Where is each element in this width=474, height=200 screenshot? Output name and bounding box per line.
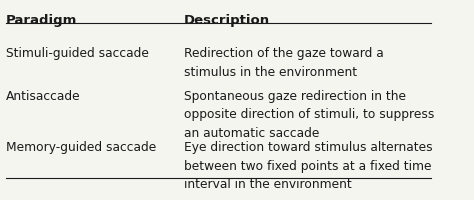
Text: Stimuli-guided saccade: Stimuli-guided saccade: [6, 47, 149, 60]
Text: Redirection of the gaze toward a
stimulus in the environment: Redirection of the gaze toward a stimulu…: [183, 47, 383, 79]
Text: Spontaneous gaze redirection in the
opposite direction of stimuli, to suppress
a: Spontaneous gaze redirection in the oppo…: [183, 90, 434, 140]
Text: Memory-guided saccade: Memory-guided saccade: [6, 141, 156, 154]
Text: Description: Description: [183, 14, 270, 27]
Text: Eye direction toward stimulus alternates
between two fixed points at a fixed tim: Eye direction toward stimulus alternates…: [183, 141, 432, 191]
Text: Paradigm: Paradigm: [6, 14, 77, 27]
Text: Antisaccade: Antisaccade: [6, 90, 81, 103]
